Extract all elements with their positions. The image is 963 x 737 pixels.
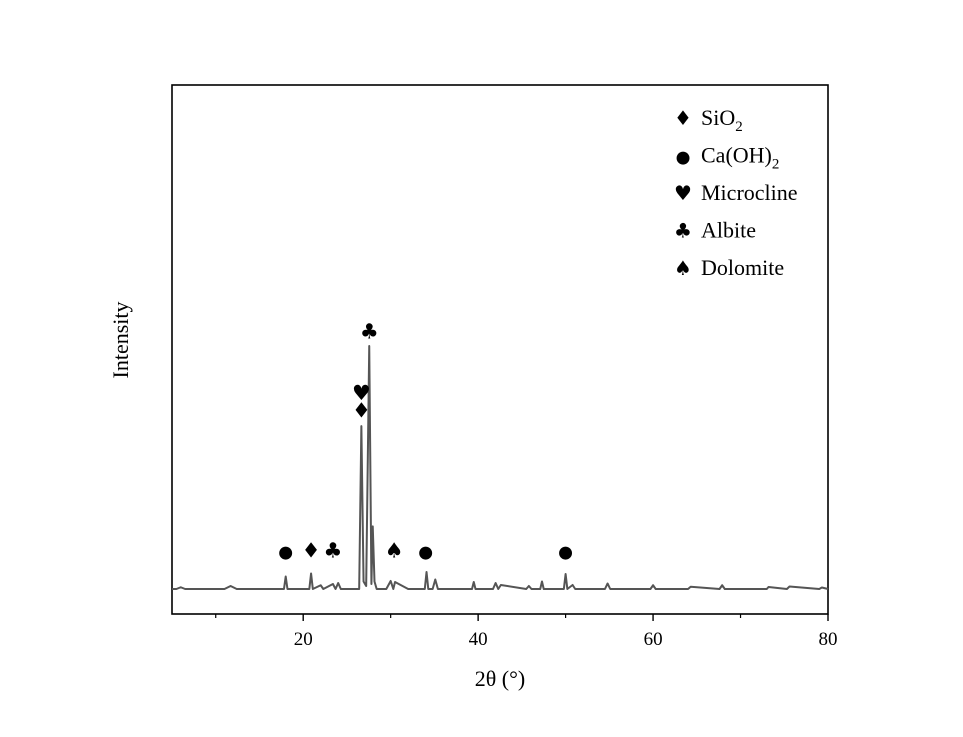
x-axis-label: 2θ (°) (475, 666, 526, 691)
x-tick-label: 80 (819, 629, 838, 650)
peak-marker: ● (278, 543, 293, 563)
legend-marker: ♦ (674, 106, 692, 130)
legend-marker: ♣ (674, 219, 692, 243)
legend-label: SiO2 (701, 105, 743, 135)
peak-marker: ♦ (352, 398, 371, 422)
y-axis-label: Intensity (108, 302, 133, 379)
minor-ticks (215, 614, 742, 618)
major-ticks (302, 614, 829, 621)
peak-marker: ♣ (360, 319, 379, 343)
x-tick-label: 40 (469, 629, 488, 650)
legend-marker: ● (676, 148, 691, 168)
xrd-pattern-line (172, 345, 829, 590)
peak-marker: ♣ (324, 539, 343, 563)
legend-label: Microcline (701, 180, 798, 205)
x-tick-label: 20 (294, 629, 313, 650)
legend-label: Ca(OH)2 (701, 143, 779, 173)
peak-marker: ♠ (385, 539, 404, 563)
legend-marker: ♠ (674, 256, 692, 280)
peak-annotations: ● ♦ ♣ ♠ ● ●♦♥♣ (278, 319, 573, 562)
peak-marker: ● (558, 543, 573, 563)
legend-label: Dolomite (701, 255, 784, 280)
x-tick-labels: 20 40 60 80 (294, 629, 838, 650)
peak-marker: ♥ (352, 381, 371, 405)
peak-marker: ♦ (302, 539, 321, 563)
x-tick-label: 60 (644, 629, 663, 650)
plot-frame (171, 84, 829, 615)
legend: ♦ SiO2 ● Ca(OH)2 ♥ Microcline ♣ Albite ♠ Dolomite (674, 105, 798, 280)
legend-label: Albite (701, 218, 756, 243)
peak-marker: ● (418, 543, 433, 563)
legend-marker: ♥ (674, 181, 692, 205)
